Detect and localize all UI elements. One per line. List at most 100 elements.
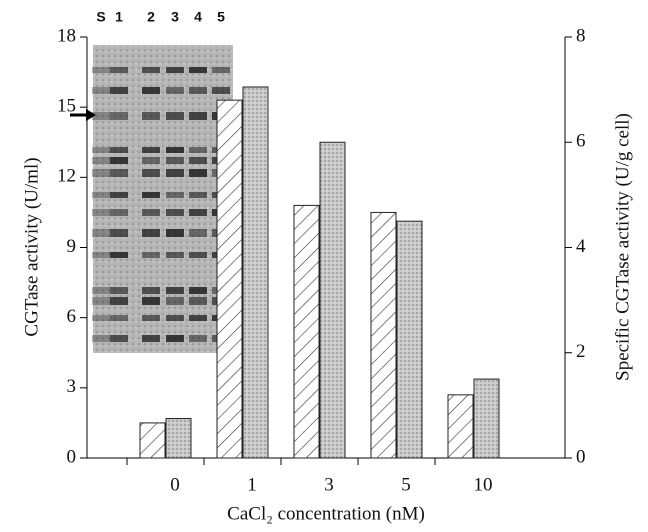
gel-band [142, 67, 160, 73]
gel-band [166, 169, 184, 177]
gel-band [142, 297, 160, 305]
gel-band [92, 87, 110, 94]
gel-band [142, 112, 160, 120]
gel-band [110, 252, 128, 258]
gel-band [110, 315, 128, 321]
bar [140, 423, 165, 458]
gel-band [92, 209, 110, 216]
x-tick-label: 0 [170, 474, 180, 495]
gel-band [92, 287, 110, 294]
gel-lane-label: 1 [115, 9, 123, 25]
gel-band [110, 169, 128, 177]
gel-band [166, 252, 184, 258]
gel-band [166, 297, 184, 305]
y-tick-label: 18 [57, 25, 76, 46]
gel-band [92, 112, 110, 120]
gel-lane-label: S [96, 9, 105, 25]
gel-band [189, 192, 207, 198]
y2-tick-label: 2 [576, 341, 586, 362]
bar [166, 419, 191, 458]
gel-band [110, 147, 128, 153]
bar [448, 395, 473, 458]
bar [217, 100, 242, 458]
x-tick-label: 10 [474, 474, 493, 495]
gel-band [110, 209, 128, 216]
y-tick-label: 9 [67, 236, 77, 257]
gel-band [92, 157, 110, 164]
gel-band [166, 229, 184, 237]
gel-band [212, 87, 230, 94]
gel-band [189, 252, 207, 258]
bar [243, 87, 268, 458]
gel-band [166, 112, 184, 120]
bar [371, 212, 396, 458]
gel-band [110, 229, 128, 237]
y-tick-label: 15 [57, 96, 76, 117]
y2-tick-label: 6 [576, 131, 586, 152]
y-tick-label: 12 [57, 166, 76, 187]
gel-band [189, 209, 207, 216]
y-tick-label: 0 [67, 446, 77, 467]
gel-band [110, 157, 128, 164]
gel-band [110, 67, 128, 73]
gel-band [110, 335, 128, 342]
gel-band [189, 315, 207, 321]
gel-band [92, 192, 110, 198]
chart: CGTase activity (U/ml) Specific CGTase a… [0, 0, 648, 532]
gel-band [166, 157, 184, 164]
gel-band [92, 297, 110, 305]
gel-band [189, 169, 207, 177]
gel-band [142, 209, 160, 216]
gel-band [92, 67, 110, 73]
bar [474, 379, 499, 458]
gel-lane-label: 4 [194, 9, 202, 25]
gel-band [189, 335, 207, 342]
y-tick-label: 6 [67, 306, 77, 327]
y-tick-label: 3 [67, 376, 77, 397]
bar [294, 205, 319, 458]
gel-band [92, 335, 110, 342]
gel-band [110, 297, 128, 305]
x-tick-label: 3 [324, 474, 334, 495]
gel-lane-label: 3 [171, 9, 179, 25]
gel-band [166, 315, 184, 321]
gel-band [110, 287, 128, 294]
gel-band [189, 287, 207, 294]
gel-band [189, 297, 207, 305]
gel-band [92, 147, 110, 153]
gel-band [189, 67, 207, 73]
gel-band [142, 229, 160, 237]
gel-band [110, 87, 128, 94]
gel-lane-label: 5 [217, 9, 225, 25]
gel-band [189, 87, 207, 94]
gel-inset [92, 45, 233, 353]
gel-band [166, 335, 184, 342]
gel-lane-label: 2 [147, 9, 155, 25]
x-tick-label: 5 [401, 474, 411, 495]
gel-band [142, 157, 160, 164]
gel-band [166, 147, 184, 153]
x-tick-label: 1 [247, 474, 257, 495]
gel-band [166, 87, 184, 94]
gel-band [189, 147, 207, 153]
gel-band [189, 229, 207, 237]
gel-band [142, 335, 160, 342]
x-axis-label: CaCl₂ concentration (nM) [227, 503, 425, 524]
bar [397, 221, 422, 458]
gel-band [92, 252, 110, 258]
gel-band [142, 252, 160, 258]
gel-band [166, 192, 184, 198]
gel-band [212, 67, 230, 73]
gel-band [142, 287, 160, 294]
gel-band [166, 67, 184, 73]
y2-tick-label: 4 [576, 236, 586, 257]
gel-band [92, 229, 110, 237]
y2-axis-label: Specific CGTase activity (U/g cell) [612, 113, 633, 381]
gel-band [142, 315, 160, 321]
y2-tick-label: 8 [576, 25, 586, 46]
gel-band [92, 315, 110, 321]
gel-band [92, 169, 110, 177]
gel-band [142, 87, 160, 94]
y-axis-label: CGTase activity (U/ml) [21, 157, 42, 336]
y2-tick-label: 0 [576, 446, 586, 467]
